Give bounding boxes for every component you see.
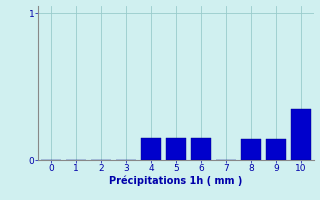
Bar [241, 139, 261, 160]
Bar [191, 138, 211, 160]
X-axis label: Précipitations 1h ( mm ): Précipitations 1h ( mm ) [109, 176, 243, 186]
Bar [266, 139, 286, 160]
Bar [291, 109, 311, 160]
Bar [166, 138, 186, 160]
Bar [141, 138, 161, 160]
